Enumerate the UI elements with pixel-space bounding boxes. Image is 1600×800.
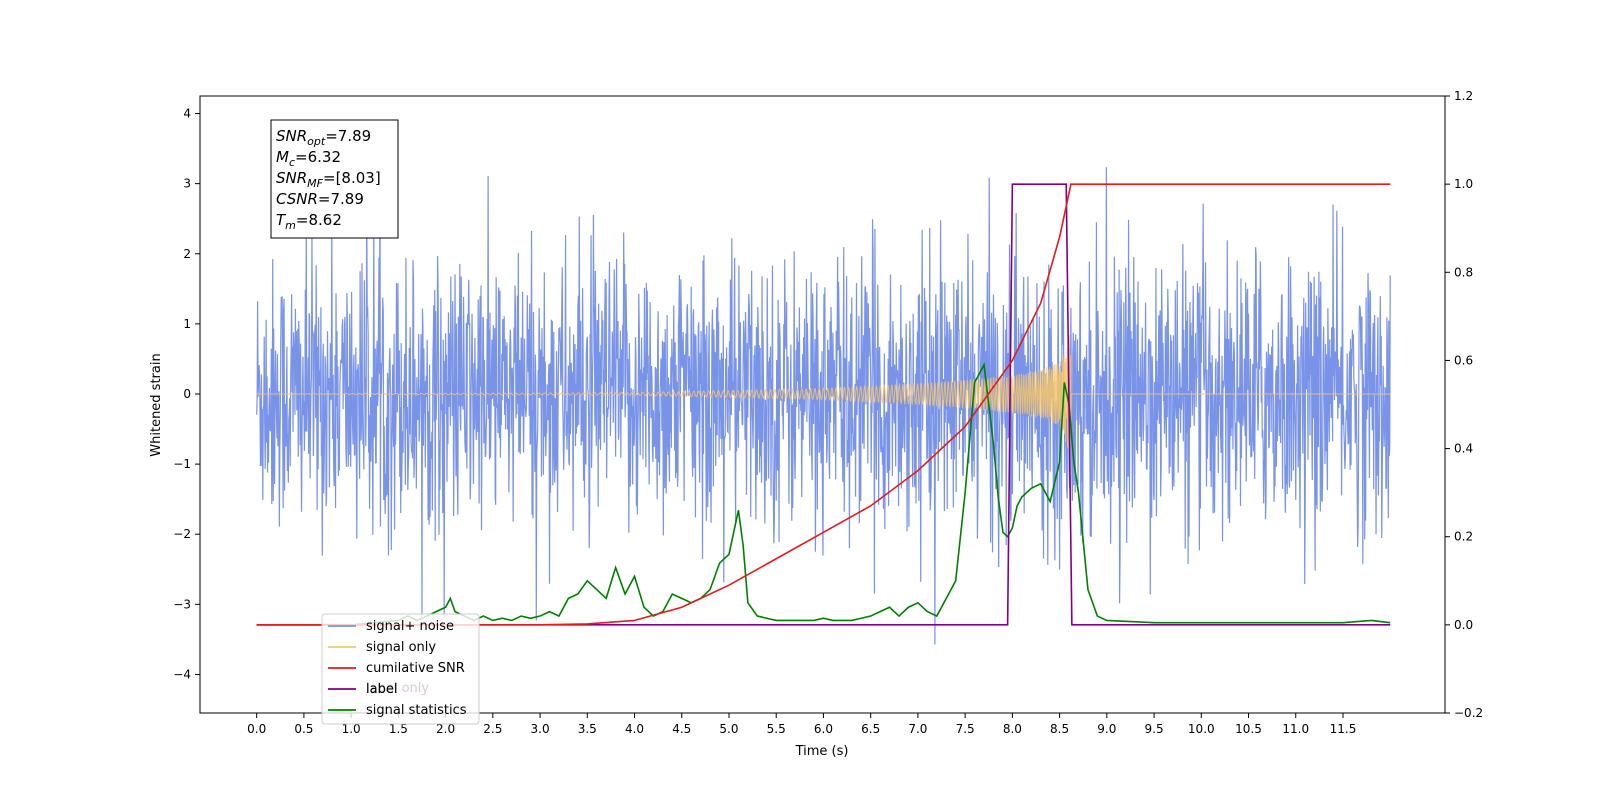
- x-tick-label: 2.5: [483, 722, 502, 736]
- series-label: [256, 183, 1391, 626]
- y-left-tick-label: −4: [173, 667, 191, 681]
- series-signal-noise: [256, 145, 1391, 645]
- y-right-tick-label: 0.2: [1454, 530, 1473, 544]
- y-axis-left: −4 −3 −2 −1 0 1 2 3 4: [173, 107, 200, 681]
- y-right-tick-label: 0.8: [1454, 265, 1473, 279]
- y-left-tick-label: 3: [183, 177, 191, 191]
- y-left-tick-label: −1: [173, 457, 191, 471]
- x-tick-label: 11.5: [1330, 722, 1357, 736]
- legend-label: signal statistics: [366, 703, 467, 718]
- legend-label: label: [366, 682, 397, 697]
- x-tick-label: 5.5: [767, 722, 786, 736]
- x-axis: 0.0 0.5 1.0 1.5 2.0 2.5 3.0 3.5 4.0 4.5 5.0 5.5 6.0 6…: [247, 713, 1356, 736]
- annotation-symbol: T: [276, 211, 287, 229]
- annotation-value: =8.62: [296, 211, 342, 229]
- x-axis-label: Time (s): [795, 744, 849, 759]
- annotation-line: SNRMF=[8.03]: [276, 169, 381, 190]
- series-cumulative-snr: [256, 183, 1391, 626]
- legend-label: label: [366, 682, 397, 697]
- x-tick-label: 7.5: [956, 722, 975, 736]
- x-tick-label: 0.5: [294, 722, 313, 736]
- x-tick-label: 6.0: [814, 722, 833, 736]
- y-left-tick-label: −3: [173, 597, 191, 611]
- annotation-subscript: c: [289, 156, 295, 169]
- y-left-tick-label: 1: [183, 317, 191, 331]
- y-axis-label-left: Whitened strain: [149, 353, 164, 456]
- y-left-tick-label: 4: [183, 107, 191, 121]
- annotation-symbol: CSNR: [276, 190, 318, 208]
- annotation-value: =[8.03]: [323, 169, 381, 187]
- annotation-symbol: M: [276, 148, 289, 166]
- annotation-line: Mc=6.32: [276, 148, 341, 169]
- x-tick-label: 6.5: [861, 722, 880, 736]
- legend-frame: [321, 613, 480, 725]
- x-tick-label: 4.0: [625, 722, 644, 736]
- series-signal-only: [256, 335, 1391, 449]
- x-tick-label: 8.5: [1050, 722, 1069, 736]
- annotation-symbol: SNR: [276, 169, 307, 187]
- y-left-tick-label: 0: [183, 387, 191, 401]
- y-right-tick-label: −0.2: [1454, 706, 1483, 720]
- x-tick-label: 0.0: [247, 722, 266, 736]
- y-left-tick-label: 2: [183, 247, 191, 261]
- x-tick-label: 9.5: [1145, 722, 1164, 736]
- x-tick-label: 7.0: [908, 722, 927, 736]
- annotation-subscript: MF: [307, 177, 323, 190]
- y-right-tick-label: 0.0: [1454, 618, 1473, 632]
- annotation-value: =7.89: [325, 127, 371, 145]
- y-right-tick-label: 0.6: [1454, 353, 1473, 367]
- x-tick-label: 8.0: [1003, 722, 1022, 736]
- x-tick-label: 1.0: [342, 722, 361, 736]
- x-tick-label: 2.0: [436, 722, 455, 736]
- y-right-tick-label: 1.0: [1454, 177, 1473, 191]
- y-right-tick-label: 0.4: [1454, 442, 1473, 456]
- annotation-frame: [270, 119, 399, 239]
- x-tick-label: 4.5: [672, 722, 691, 736]
- legend-label-ghost: label only: [366, 681, 429, 696]
- y-right-tick-label: 1.2: [1454, 89, 1473, 103]
- x-tick-label: 1.5: [389, 722, 408, 736]
- annotation-subscript: opt: [307, 135, 326, 148]
- legend-label: cumilative SNR: [366, 661, 465, 676]
- stats-annotation-box: SNRopt=7.89Mc=6.32SNRMF=[8.03]CSNR=7.89T…: [270, 119, 399, 239]
- x-tick-label: 10.5: [1235, 722, 1262, 736]
- annotation-line: CSNR=7.89: [276, 190, 364, 208]
- annotation-value: =6.32: [295, 148, 341, 166]
- x-tick-label: 3.0: [531, 722, 550, 736]
- y-axis-right: −0.2 0.0 0.2 0.4 0.6 0.8 1.0 1.2: [1445, 89, 1483, 720]
- annotation-line: SNRopt=7.89: [276, 127, 371, 148]
- annotation-line: Tm=8.62: [276, 211, 342, 232]
- series-signal-statistics: [256, 362, 1391, 626]
- x-tick-label: 11.0: [1282, 722, 1309, 736]
- plot-area: [256, 145, 1391, 645]
- annotation-value: =7.89: [318, 190, 364, 208]
- legend-label: signal only: [366, 640, 436, 655]
- x-tick-label: 9.0: [1097, 722, 1116, 736]
- legend-label: signal+ noise: [366, 619, 454, 634]
- y-left-tick-label: −2: [173, 527, 191, 541]
- axes-frame: [199, 95, 1446, 714]
- x-tick-label: 5.0: [719, 722, 738, 736]
- x-tick-label: 3.5: [578, 722, 597, 736]
- annotation-symbol: SNR: [276, 127, 307, 145]
- x-tick-label: 10.0: [1188, 722, 1215, 736]
- annotation-subscript: m: [285, 219, 296, 232]
- legend: signal+ noise signal only cumilative SNR la…: [321, 613, 480, 725]
